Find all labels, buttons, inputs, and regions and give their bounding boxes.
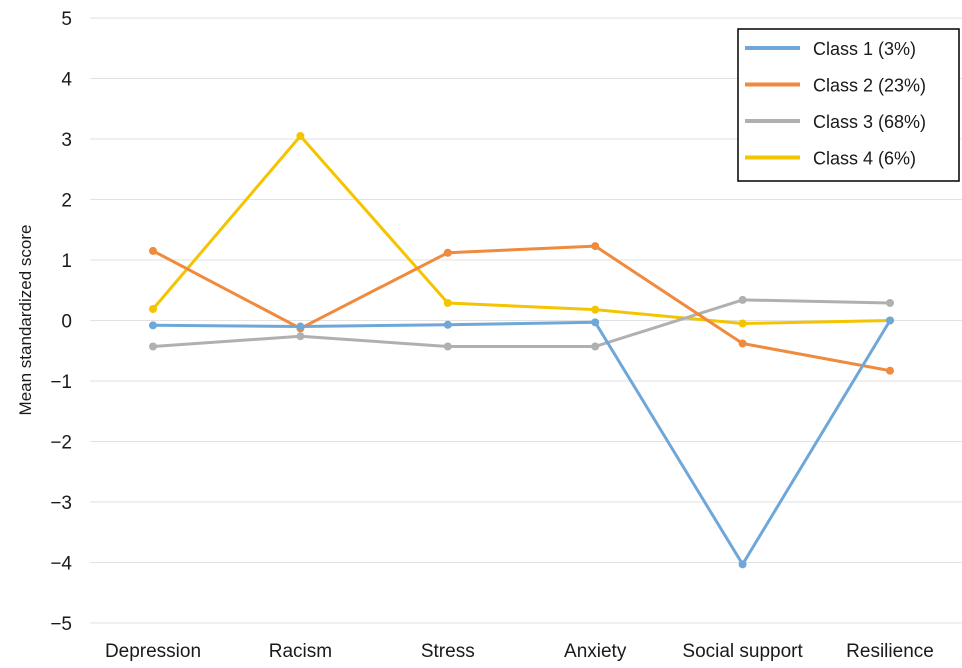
data-point [296, 131, 305, 140]
data-point [591, 318, 600, 327]
y-tick-label: 0 [61, 312, 72, 333]
legend-item: Class 1 (3%) [745, 39, 916, 59]
data-point [886, 316, 894, 325]
y-axis-ticks: 5 4 3 2 1 0 −1 −2 −3 −4 −5 [50, 9, 72, 635]
data-point [591, 305, 600, 314]
gridlines [90, 17, 962, 624]
data-point [149, 321, 157, 330]
series-line [149, 316, 894, 569]
legend-item: Class 3 (68%) [745, 112, 926, 132]
data-point [591, 242, 600, 251]
series-line [149, 242, 894, 375]
legend-label: Class 1 (3%) [813, 39, 916, 59]
y-tick-label: −5 [50, 614, 72, 635]
legend-label: Class 4 (6%) [813, 149, 916, 169]
series-path [151, 319, 892, 566]
data-point [591, 342, 600, 351]
legend-item: Class 4 (6%) [745, 149, 916, 169]
legend-label: Class 3 (68%) [813, 112, 926, 132]
y-tick-label: −4 [50, 554, 72, 575]
series-path [151, 134, 892, 325]
data-point [738, 560, 747, 569]
data-point [443, 248, 452, 257]
y-tick-label: −1 [50, 372, 72, 393]
legend-label: Class 2 (23%) [813, 76, 926, 96]
x-tick-label: Depression [105, 641, 201, 662]
data-point [443, 298, 452, 307]
y-tick-label: 5 [61, 9, 72, 30]
y-tick-label: −2 [50, 433, 72, 454]
data-point [149, 342, 157, 351]
legend: Class 1 (3%) Class 2 (23%) Class 3 (68%) Cl… [737, 28, 960, 182]
y-tick-label: 3 [61, 130, 72, 151]
x-tick-label: Resilience [846, 641, 934, 662]
y-tick-label: 2 [61, 191, 72, 212]
x-tick-label: Racism [269, 641, 332, 662]
series-line [149, 295, 894, 351]
x-tick-label: Stress [421, 641, 475, 662]
data-point [738, 339, 747, 348]
data-point [296, 322, 305, 331]
data-point [886, 366, 894, 375]
series-path [151, 298, 892, 348]
data-point [738, 319, 747, 328]
y-tick-label: 1 [61, 251, 72, 272]
x-tick-label: Social support [682, 641, 803, 662]
data-point [443, 320, 452, 329]
data-point [443, 342, 452, 351]
data-point [149, 305, 157, 314]
y-axis-title: Mean standardized score [16, 225, 35, 416]
y-tick-label: −3 [50, 493, 72, 514]
series-lines [149, 131, 894, 569]
y-tick-label: 4 [61, 70, 72, 91]
legend-item: Class 2 (23%) [745, 76, 926, 96]
data-point [738, 295, 747, 304]
x-axis-ticks: Depression Racism Stress Anxiety Social supp… [105, 641, 934, 662]
data-point [886, 298, 894, 307]
data-point [296, 332, 305, 341]
data-point [149, 246, 157, 255]
x-tick-label: Anxiety [564, 641, 627, 662]
series-path [151, 244, 892, 373]
